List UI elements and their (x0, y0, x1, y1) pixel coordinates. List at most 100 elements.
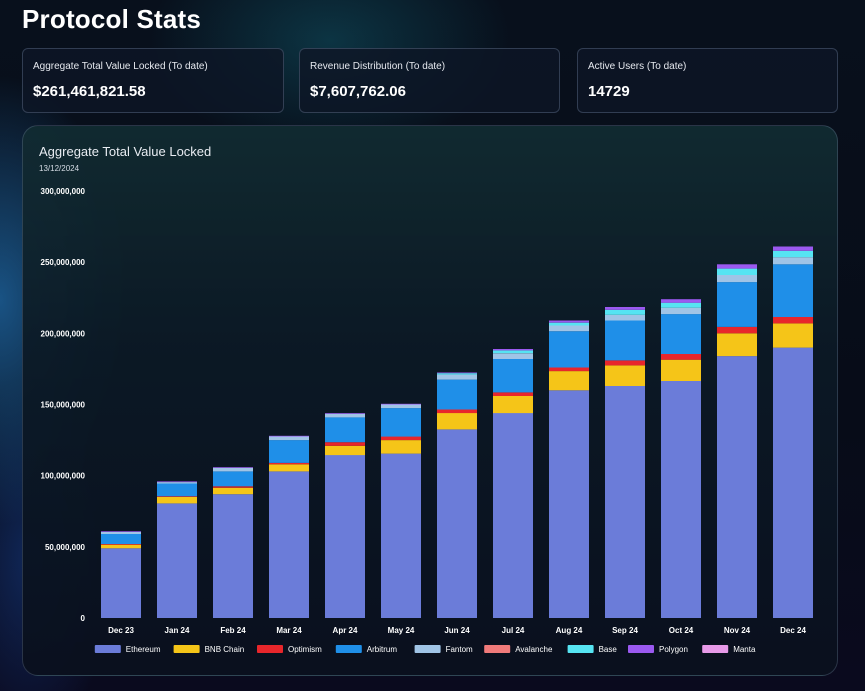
bar-segment-ethereum[interactable] (101, 548, 141, 618)
bar-segment-bnb-chain[interactable] (549, 371, 589, 391)
bar-segment-fantom[interactable] (325, 413, 365, 418)
bar-segment-fantom[interactable] (381, 404, 421, 409)
bar-segment-bnb-chain[interactable] (101, 544, 141, 549)
bar-segment-optimism[interactable] (101, 544, 141, 545)
bar-segment-fantom[interactable] (437, 374, 477, 380)
legend-item-base[interactable]: Base (567, 645, 618, 654)
legend-item-polygon[interactable]: Polygon (628, 645, 688, 654)
bar-segment-arbitrum[interactable] (661, 314, 701, 354)
bar-segment-arbitrum[interactable] (437, 379, 477, 410)
bar-segment-fantom[interactable] (269, 436, 309, 441)
bar-segment-optimism[interactable] (325, 442, 365, 446)
legend-swatch (484, 645, 511, 653)
bar-segment-ethereum[interactable] (381, 453, 421, 618)
bar-segment-polygon[interactable] (549, 320, 589, 323)
bar-segment-base[interactable] (773, 250, 813, 258)
bar-segment-optimism[interactable] (269, 462, 309, 465)
bar-segment-bnb-chain[interactable] (381, 440, 421, 454)
bar-segment-fantom[interactable] (605, 314, 645, 321)
bar-segment-fantom[interactable] (493, 353, 533, 359)
bar-segment-base[interactable] (717, 268, 757, 275)
legend-item-fantom[interactable]: Fantom (414, 645, 473, 654)
bar-segment-bnb-chain[interactable] (661, 359, 701, 381)
bar-segment-arbitrum[interactable] (269, 440, 309, 463)
bar-segment-optimism[interactable] (381, 436, 421, 441)
bar-segment-bnb-chain[interactable] (717, 333, 757, 357)
bar-segment-optimism[interactable] (661, 354, 701, 360)
bar-segment-fantom[interactable] (717, 275, 757, 283)
bar-segment-polygon[interactable] (437, 372, 477, 374)
bar-segment-polygon[interactable] (717, 264, 757, 269)
bar-segment-polygon[interactable] (101, 531, 141, 532)
bar-segment-arbitrum[interactable] (101, 534, 141, 544)
bar-segment-polygon[interactable] (605, 307, 645, 310)
bar-segment-fantom[interactable] (101, 531, 141, 534)
bar-segment-base[interactable] (605, 309, 645, 315)
bar-segment-polygon[interactable] (213, 467, 253, 468)
bar-segment-base[interactable] (661, 302, 701, 308)
legend-item-bnb-chain[interactable]: BNB Chain (173, 645, 245, 654)
bar-segment-bnb-chain[interactable] (325, 445, 365, 456)
bar-segment-polygon[interactable] (325, 413, 365, 414)
legend-label: Base (599, 645, 618, 654)
bar-segment-optimism[interactable] (213, 486, 253, 488)
bar-segment-polygon[interactable] (661, 299, 701, 303)
y-tick-label: 0 (81, 614, 86, 623)
bar-segment-arbitrum[interactable] (717, 282, 757, 327)
bar-segment-arbitrum[interactable] (493, 359, 533, 393)
legend-item-ethereum[interactable]: Ethereum (94, 645, 161, 654)
bar-segment-fantom[interactable] (661, 307, 701, 315)
bar-segment-polygon[interactable] (773, 246, 813, 251)
bar-segment-optimism[interactable] (493, 392, 533, 396)
bar-segment-fantom[interactable] (213, 467, 253, 472)
bar-segment-bnb-chain[interactable] (437, 413, 477, 430)
bar-segment-fantom[interactable] (549, 325, 589, 332)
bar-segment-bnb-chain[interactable] (605, 365, 645, 386)
bar-segment-ethereum[interactable] (437, 429, 477, 618)
bar-segment-polygon[interactable] (269, 435, 309, 437)
bar-segment-arbitrum[interactable] (605, 320, 645, 361)
bar-segment-ethereum[interactable] (661, 381, 701, 618)
bar-segment-ethereum[interactable] (717, 356, 757, 618)
bar-segment-optimism[interactable] (157, 496, 197, 497)
bar-segment-polygon[interactable] (157, 481, 197, 483)
bar-segment-bnb-chain[interactable] (773, 323, 813, 348)
bar-segment-base[interactable] (549, 322, 589, 326)
bar-segment-bnb-chain[interactable] (493, 396, 533, 414)
bar-segment-fantom[interactable] (773, 257, 813, 265)
bar-segment-optimism[interactable] (437, 409, 477, 414)
bar-segment-ethereum[interactable] (269, 471, 309, 618)
bar-segment-ethereum[interactable] (549, 390, 589, 618)
bar-segment-ethereum[interactable] (325, 455, 365, 618)
legend-item-arbitrum[interactable]: Arbitrum (335, 645, 398, 654)
bar-segment-bnb-chain[interactable] (213, 487, 253, 495)
legend-item-optimism[interactable]: Optimism (257, 645, 322, 654)
bar-segment-arbitrum[interactable] (773, 264, 813, 317)
legend-item-avalanche[interactable]: Avalanche (484, 645, 553, 654)
bar-segment-ethereum[interactable] (493, 413, 533, 618)
bar-segment-ethereum[interactable] (773, 347, 813, 618)
bar-segment-arbitrum[interactable] (157, 483, 197, 497)
bar-segment-arbitrum[interactable] (381, 408, 421, 437)
bar-segment-ethereum[interactable] (213, 494, 253, 618)
bar-segment-arbitrum[interactable] (325, 417, 365, 443)
bar-segment-base[interactable] (437, 373, 477, 375)
legend-swatch (335, 645, 362, 653)
bar-segment-base[interactable] (493, 350, 533, 354)
bar-segment-ethereum[interactable] (157, 503, 197, 618)
bar-segment-arbitrum[interactable] (213, 471, 253, 487)
y-tick-label: 250,000,000 (41, 258, 86, 267)
bar-segment-bnb-chain[interactable] (269, 464, 309, 472)
bar-segment-optimism[interactable] (773, 317, 813, 324)
legend-item-manta[interactable]: Manta (702, 645, 756, 654)
legend-label: Arbitrum (367, 645, 398, 654)
bar-segment-fantom[interactable] (157, 482, 197, 484)
bar-segment-bnb-chain[interactable] (157, 497, 197, 504)
bar-segment-polygon[interactable] (493, 349, 533, 351)
bar-segment-polygon[interactable] (381, 403, 421, 405)
bar-segment-ethereum[interactable] (605, 386, 645, 618)
bar-segment-optimism[interactable] (605, 360, 645, 366)
bar-segment-optimism[interactable] (717, 326, 757, 334)
bar-segment-arbitrum[interactable] (549, 331, 589, 368)
bar-segment-optimism[interactable] (549, 367, 589, 372)
